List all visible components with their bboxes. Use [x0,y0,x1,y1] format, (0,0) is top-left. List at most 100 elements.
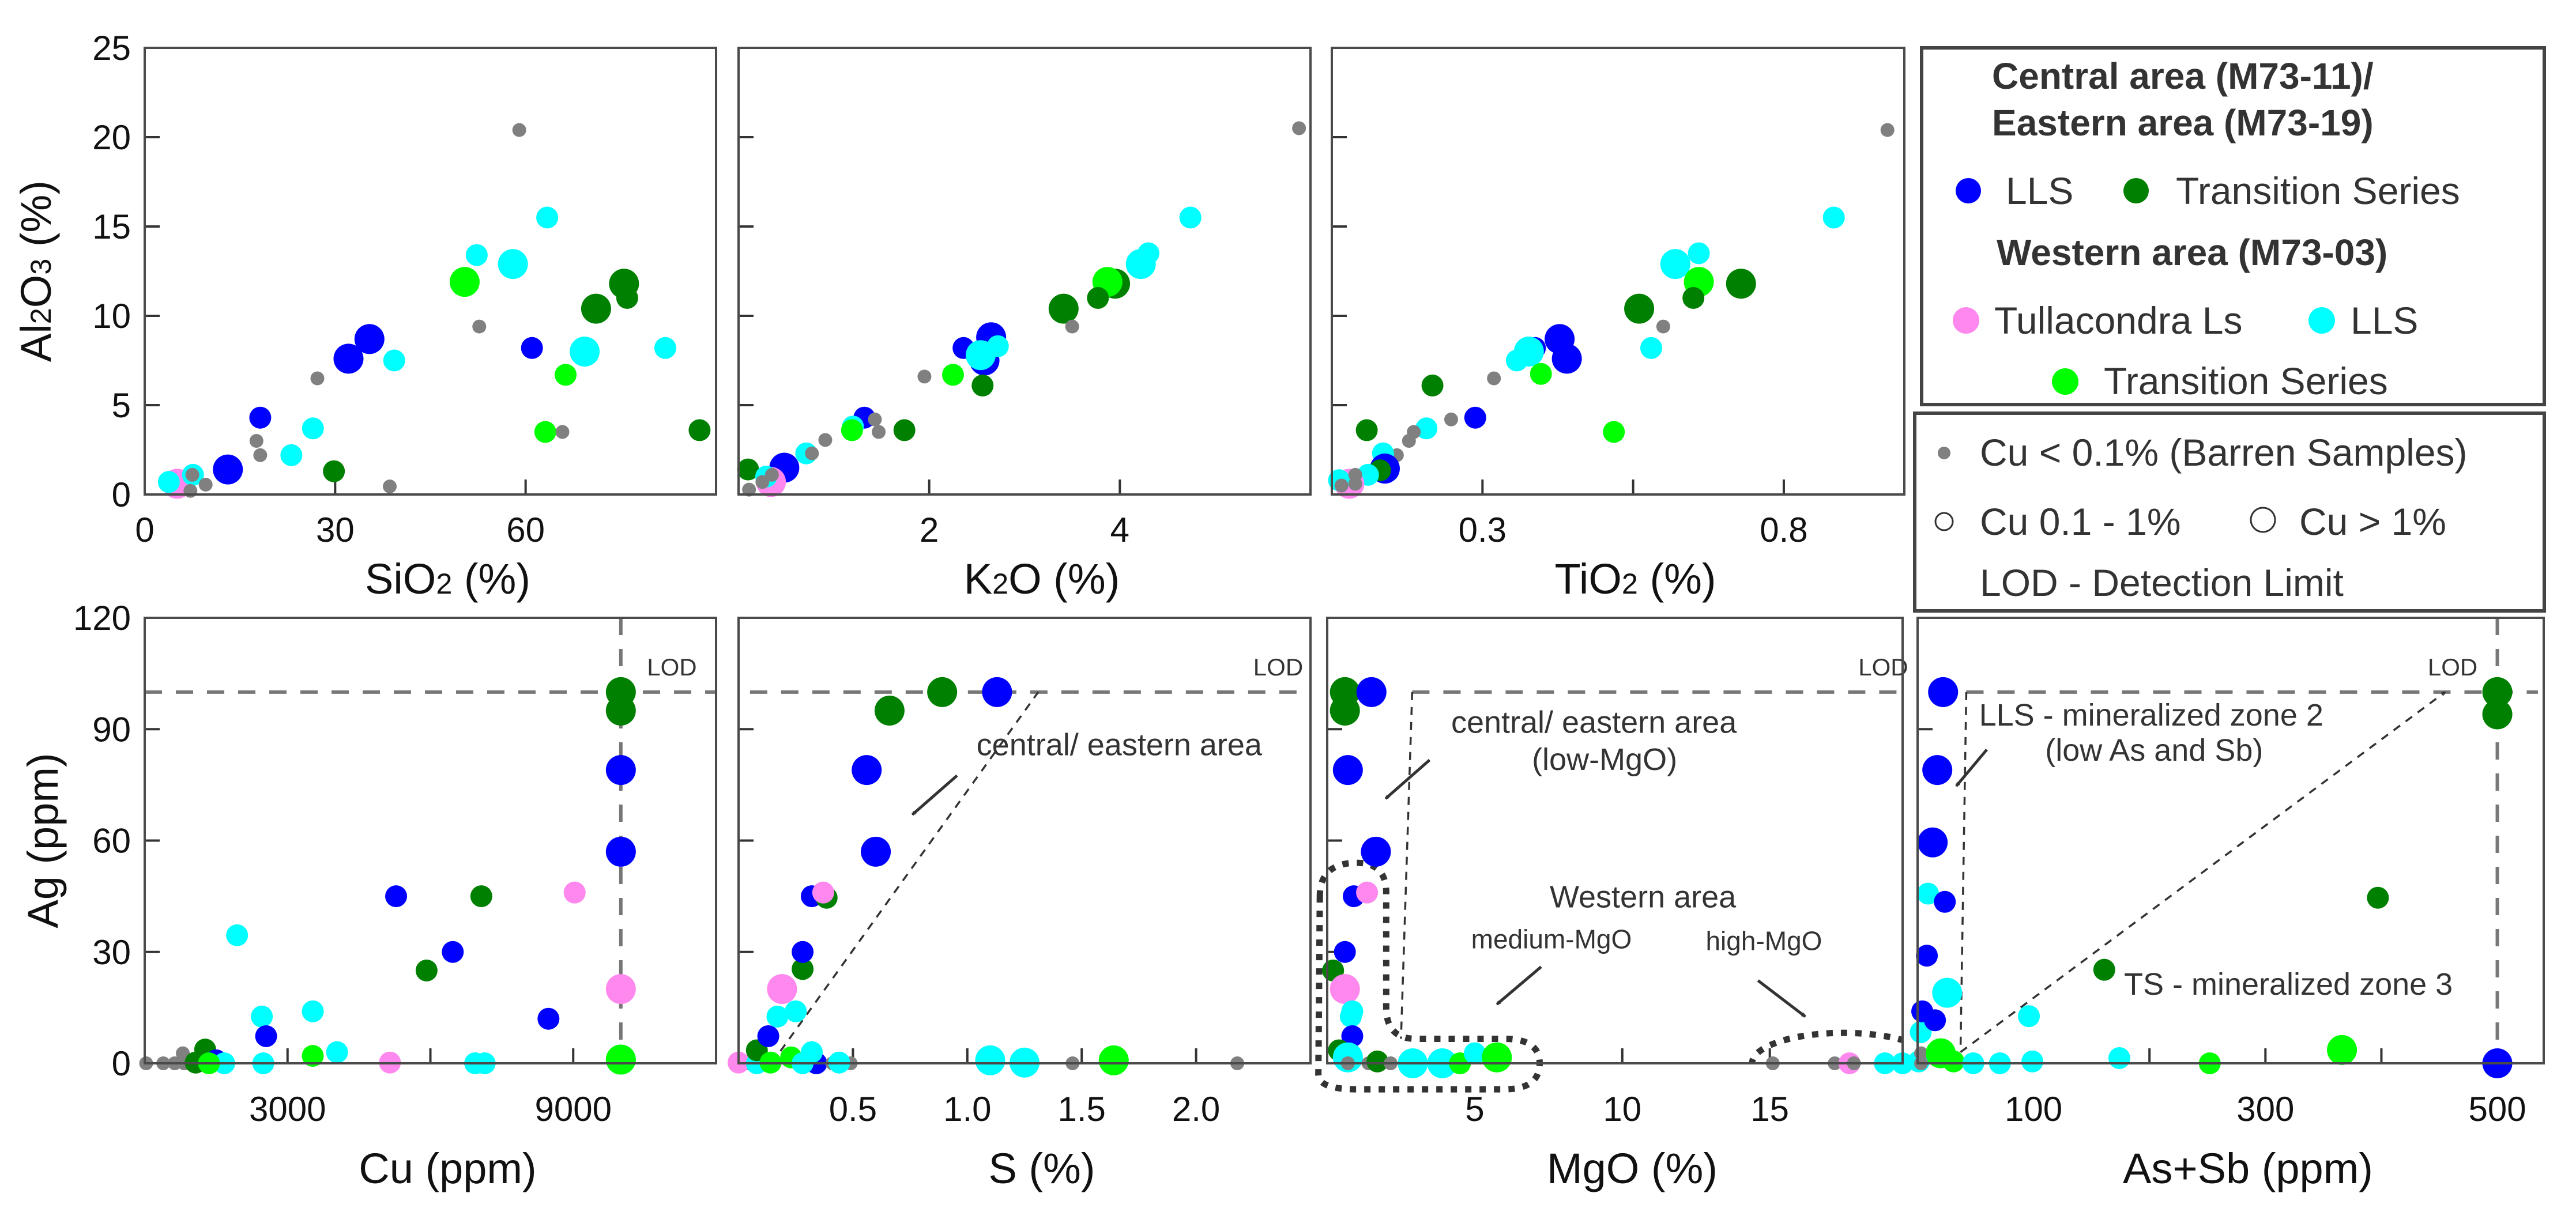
annotation-label: LOD [2428,654,2477,681]
data-point [812,881,834,904]
legend-marker-cu-mid [1934,512,1954,531]
data-point [1487,371,1501,386]
data-point [1098,1045,1129,1075]
y-tick-label: 0 [112,475,131,514]
legend-label-tullacondra: Tullacondra Ls [1994,299,2242,342]
annotation-label: central/ eastern area [977,727,1263,762]
x-tick-label: 3000 [249,1090,326,1128]
data-point [581,293,611,324]
data-point [1464,406,1486,429]
annotation-label: high-MgO [1705,926,1822,956]
data-point [536,206,559,229]
plot-frame [737,617,1312,1064]
data-point [818,433,833,447]
data-point [255,1025,277,1047]
data-point [570,337,600,367]
data-point [1928,677,1959,707]
data-point [1087,287,1109,309]
legend-marker-barren [1938,447,1950,459]
data-point [1660,249,1690,280]
x-tick-label: 100 [2005,1090,2062,1128]
data-point [971,374,994,397]
x-tick-label: 0.5 [829,1090,877,1128]
y-tick-label: 5 [112,386,131,425]
x-axis-title: SiO2 (%) [365,555,530,603]
y-axis-title: Al2O3 (%) [12,180,60,362]
data-point [555,425,570,439]
data-point [800,1041,823,1063]
data-point [1924,1009,1946,1032]
panel-s: 0.5 1.0 1.5 2.0 S (%) LOD central/ eastern are… [728,617,1312,1192]
x-tick-label: 2 [920,511,939,549]
data-point [1624,293,1655,324]
y-tick-label: 25 [92,29,131,67]
data-point [1688,242,1710,265]
low-mgo-boundary [1400,692,1414,1039]
data-point [893,419,916,441]
annotation-label: (low-MgO) [1532,742,1677,777]
data-point [185,467,199,482]
data-point [472,319,487,334]
data-point [323,460,345,482]
x-axis-title: S (%) [989,1145,1095,1192]
data-point [1332,755,1363,786]
annotation-label: TS - mineralized zone 3 [2124,967,2453,1002]
legend-heading-central: Central area (M73-11)/ [1992,55,2374,97]
plot-frame [1331,47,1905,496]
data-point [1334,941,1356,963]
legend-label-lod: LOD - Detection Limit [1980,561,2344,604]
annotation-label: LOD [1253,654,1303,681]
data-point [1361,836,1391,867]
data-point [982,677,1012,707]
plot-frame [144,47,717,496]
data-point [198,477,213,492]
data-point [1482,1042,1512,1073]
data-point [1942,1050,1965,1073]
data-point [861,836,891,867]
y-axis-title: Ag (ppm) [19,753,67,928]
legend-heading-western: Western area (M73-03) [1997,232,2387,273]
data-point [2093,958,2115,981]
arrow-icon [1955,749,1988,787]
data-point [605,755,636,786]
x-axis-title: MgO (%) [1547,1145,1718,1192]
arrow-icon [1757,979,1805,1018]
data-point [302,417,324,440]
legend-label-ts-central: Transition Series [2176,169,2460,212]
x-axis-title: As+Sb (ppm) [2123,1145,2373,1192]
x-tick-label: 500 [2469,1090,2526,1128]
data-point [1917,882,1939,905]
x-tick-label: 15 [1750,1090,1789,1128]
y-tick-label: 15 [92,207,131,246]
data-point [183,484,198,498]
data-point [965,340,996,371]
data-point [470,885,492,908]
data-point [157,471,180,493]
data-point [1656,319,1670,334]
data-point [1341,1025,1364,1047]
data-point [383,479,397,494]
legend-marker-ts-central [2123,178,2149,203]
data-point [616,287,638,309]
data-point [767,974,797,1005]
x-tick-label: 5 [1465,1090,1484,1128]
data-point [1330,696,1360,726]
data-point [1339,1005,1362,1028]
x-tick-label: 0.8 [1760,511,1807,549]
data-point [927,677,958,707]
data-point [868,412,882,426]
data-point [2021,1050,2044,1073]
data-point [605,836,636,867]
x-tick-label: 4 [1110,511,1129,549]
data-point [605,1044,636,1075]
y-tick-label: 60 [92,822,131,860]
data-point [226,924,248,946]
arrow-icon [1384,758,1431,800]
data-point [1530,363,1552,385]
data-point [1463,1042,1486,1064]
data-point [942,364,964,386]
y-tick-label: 20 [92,118,131,157]
legend-groups: Central area (M73-11)/ Eastern area (M73… [1920,46,2546,406]
data-point [1421,374,1444,397]
